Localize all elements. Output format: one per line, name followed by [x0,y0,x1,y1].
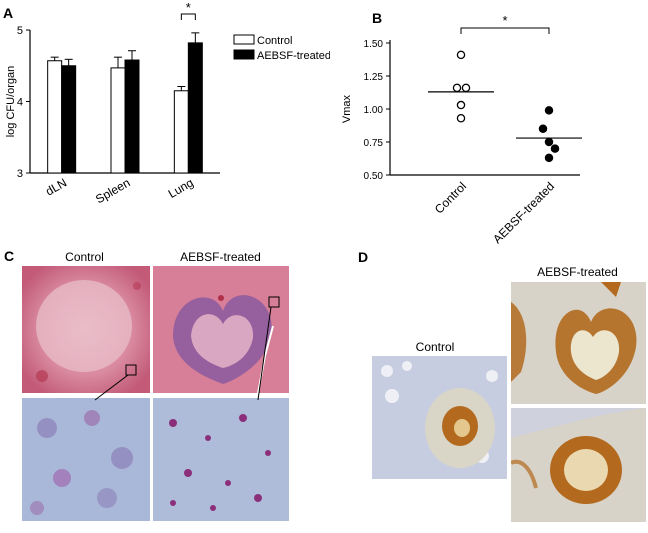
significance-bracket [180,13,196,20]
y-tick-label: 1.50 [364,39,384,50]
y-tick-label: 1.00 [364,105,384,116]
panel-b-label: B [372,10,383,26]
panel-c-title-control: Control [65,250,104,264]
panel-d-aebsf-bottom-image [511,408,646,522]
x-tick-label: Lung [166,175,196,200]
bar [124,59,140,174]
bar [173,90,189,174]
bar [187,42,203,174]
y-tick-label: 1.25 [364,72,384,83]
panel-d-label: D [358,249,369,265]
data-point [456,100,466,110]
x-tick-label: dLN [43,175,69,198]
panel-c-aebsf-high-mag-image [153,398,289,521]
y-tick-label: 5 [17,25,23,37]
panel-c-aebsf-low-mag-image [153,266,289,393]
panel-d-aebsf-top-image [511,282,646,404]
y-tick-label: 4 [17,97,23,109]
y-axis-label: log CFU/organ [5,66,17,138]
data-point [461,83,471,93]
panel-d-title-aebsf: AEBSF-treated [537,265,618,279]
bar [110,67,126,174]
y-axis-label: Vmax [341,94,353,123]
panel-a-label: A [3,5,14,21]
significance-bracket [460,27,550,34]
y-tick-label: 0.75 [364,138,384,149]
bar [61,65,77,174]
data-point [538,124,548,134]
legend-swatch [233,49,255,60]
data-point [456,113,466,123]
panel-c-title-aebsf: AEBSF-treated [180,250,261,264]
y-tick-label: 3 [17,168,23,180]
data-point [456,50,466,60]
data-point [544,106,554,115]
panel-c-control-high-mag-image [22,398,150,521]
legend-label: AEBSF-treated [257,50,330,62]
significance-star: * [186,0,191,15]
data-point [544,137,554,147]
data-point [452,83,462,93]
panel-d-title-control: Control [415,340,455,354]
data-point [550,144,560,153]
panel-a-chart: 3 4 5 log CFU/organ dLN Spleen Lung * Control AEB… [5,0,330,206]
legend-label: Control [257,35,292,47]
panel-b-chart: 0.50 0.75 1.00 1.25 1.50 Vmax Control AEBSF-tre… [341,13,582,246]
x-tick-label: Control [432,179,469,216]
y-tick-label: 0.50 [364,171,384,182]
panel-d-control-image [372,356,507,479]
data-point [544,153,554,163]
legend-swatch [233,34,255,45]
x-tick-label: AEBSF-treated [490,179,557,246]
panel-c-label: C [4,248,15,264]
x-tick-label: Spleen [93,175,132,206]
panel-c-control-low-mag-image [22,266,150,393]
bar [47,60,63,174]
significance-star: * [502,13,507,28]
